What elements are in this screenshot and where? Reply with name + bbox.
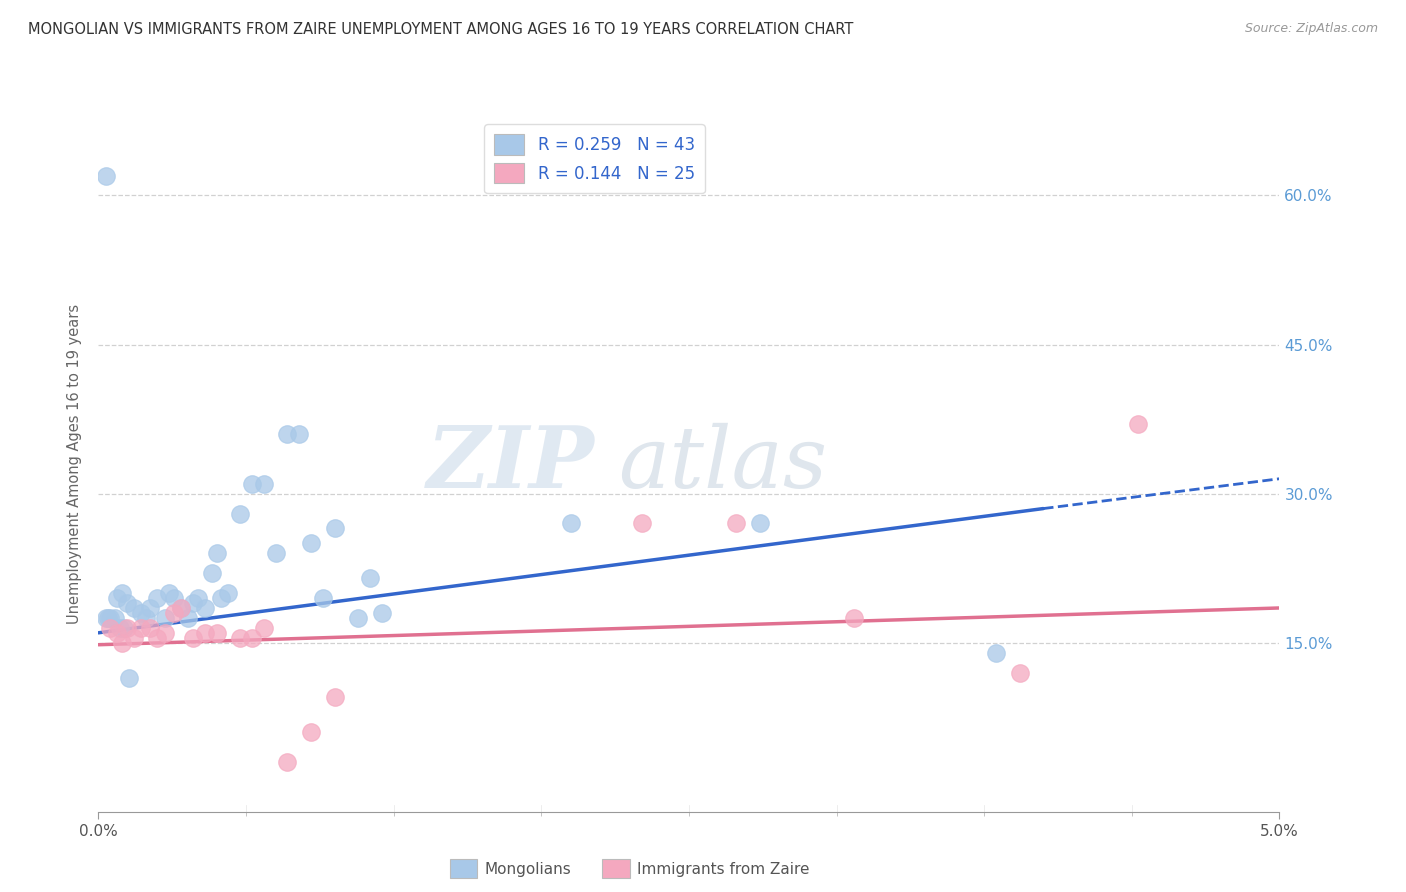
Point bbox=[97, 611, 120, 625]
Point bbox=[163, 606, 186, 620]
Point bbox=[194, 601, 217, 615]
Text: atlas: atlas bbox=[619, 423, 827, 505]
Point bbox=[163, 591, 186, 605]
Point bbox=[94, 611, 117, 625]
Point bbox=[122, 631, 145, 645]
Point bbox=[359, 571, 381, 585]
Point bbox=[94, 169, 117, 183]
Point bbox=[229, 631, 252, 645]
Point bbox=[112, 621, 135, 635]
Point bbox=[209, 591, 232, 605]
Point bbox=[240, 631, 263, 645]
Point bbox=[146, 591, 169, 605]
Point bbox=[139, 601, 162, 615]
Text: Source: ZipAtlas.com: Source: ZipAtlas.com bbox=[1244, 22, 1378, 36]
Point bbox=[844, 611, 866, 625]
Legend: Mongolians, Immigrants from Zaire: Mongolians, Immigrants from Zaire bbox=[444, 854, 815, 884]
Point bbox=[170, 601, 193, 615]
Point bbox=[205, 546, 228, 560]
Point bbox=[630, 516, 652, 531]
Point bbox=[299, 536, 322, 550]
Point bbox=[194, 625, 217, 640]
Y-axis label: Unemployment Among Ages 16 to 19 years: Unemployment Among Ages 16 to 19 years bbox=[67, 304, 83, 624]
Point bbox=[157, 586, 180, 600]
Point bbox=[129, 621, 152, 635]
Point bbox=[187, 591, 209, 605]
Text: MONGOLIAN VS IMMIGRANTS FROM ZAIRE UNEMPLOYMENT AMONG AGES 16 TO 19 YEARS CORREL: MONGOLIAN VS IMMIGRANTS FROM ZAIRE UNEMP… bbox=[28, 22, 853, 37]
Point bbox=[371, 606, 394, 620]
Point bbox=[105, 591, 128, 605]
Point bbox=[98, 611, 121, 625]
Point bbox=[115, 596, 138, 610]
Point bbox=[153, 625, 176, 640]
Point bbox=[153, 611, 176, 625]
Point bbox=[181, 596, 204, 610]
Point bbox=[201, 566, 224, 581]
Point bbox=[323, 521, 346, 535]
Point bbox=[1126, 417, 1149, 431]
Point bbox=[347, 611, 370, 625]
Point bbox=[181, 631, 204, 645]
Point bbox=[108, 621, 131, 635]
Point bbox=[229, 507, 252, 521]
Point bbox=[288, 427, 311, 442]
Point bbox=[118, 671, 141, 685]
Point bbox=[253, 621, 276, 635]
Point bbox=[115, 621, 138, 635]
Point bbox=[240, 476, 263, 491]
Point bbox=[323, 690, 346, 705]
Point bbox=[111, 586, 134, 600]
Point bbox=[170, 601, 193, 615]
Point bbox=[984, 646, 1007, 660]
Point bbox=[560, 516, 582, 531]
Point bbox=[205, 625, 228, 640]
Point bbox=[748, 516, 770, 531]
Point bbox=[135, 611, 157, 625]
Point bbox=[276, 755, 298, 769]
Point bbox=[312, 591, 335, 605]
Point bbox=[177, 611, 200, 625]
Point bbox=[129, 606, 152, 620]
Point bbox=[111, 636, 134, 650]
Point bbox=[105, 625, 128, 640]
Point bbox=[104, 611, 127, 625]
Point bbox=[725, 516, 748, 531]
Point bbox=[299, 725, 322, 739]
Point bbox=[264, 546, 287, 560]
Point bbox=[98, 621, 121, 635]
Point bbox=[253, 476, 276, 491]
Point bbox=[276, 427, 298, 442]
Point bbox=[139, 621, 162, 635]
Point bbox=[122, 601, 145, 615]
Point bbox=[1008, 665, 1031, 680]
Point bbox=[146, 631, 169, 645]
Point bbox=[217, 586, 239, 600]
Text: ZIP: ZIP bbox=[426, 422, 595, 506]
